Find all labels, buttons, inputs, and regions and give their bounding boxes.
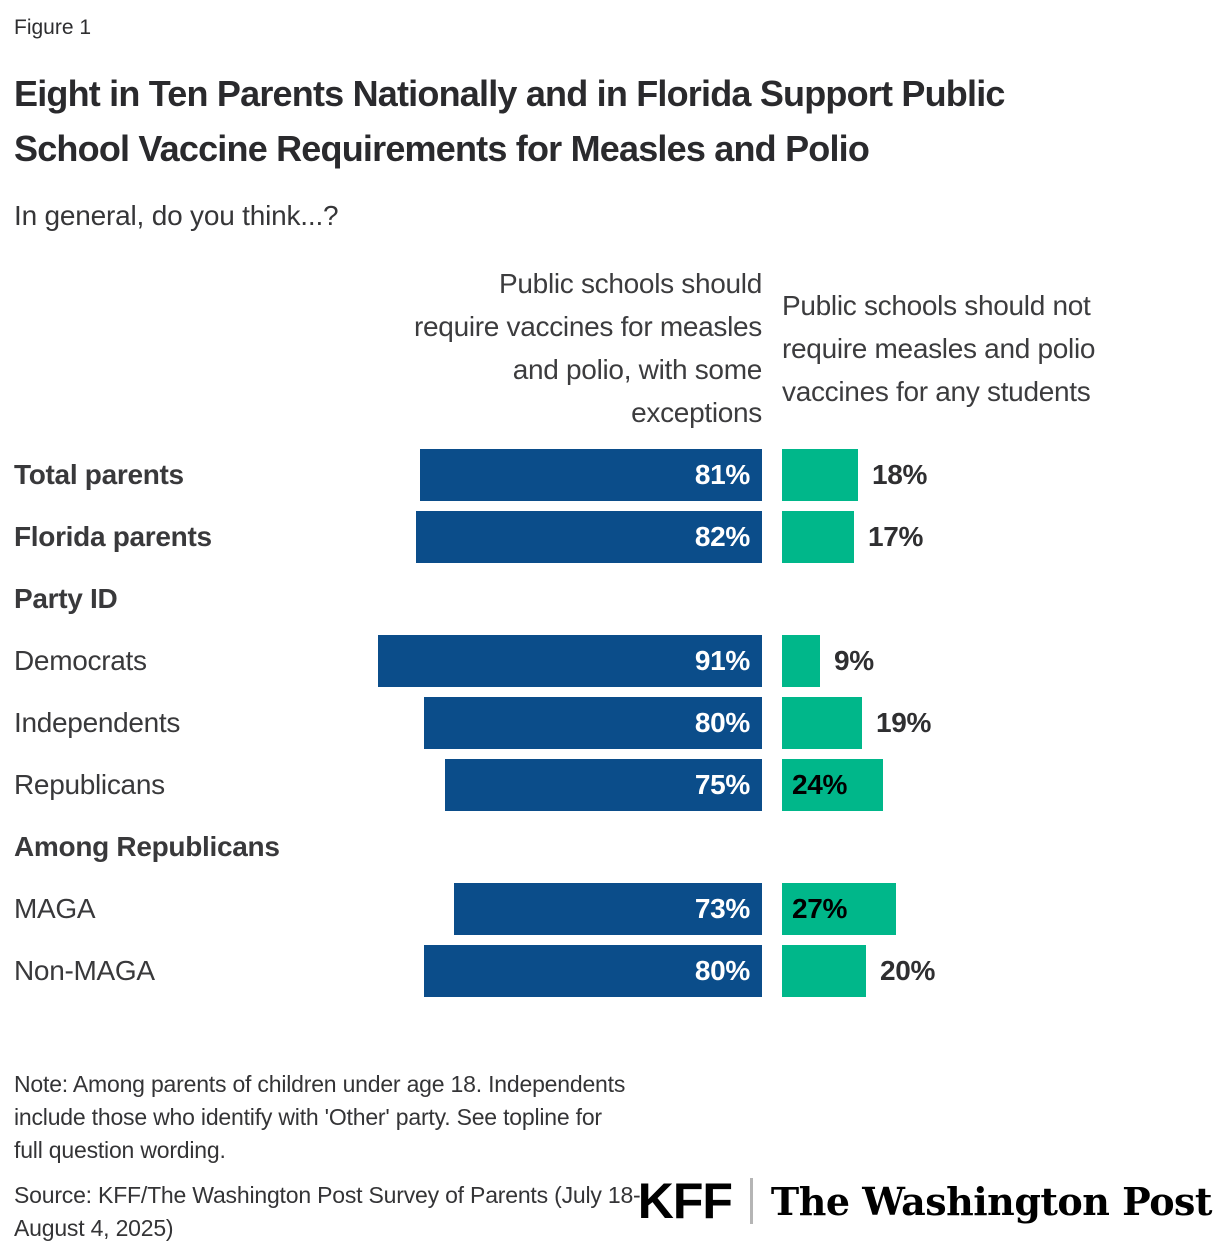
require-value-label: 81% bbox=[694, 459, 750, 490]
row-label: Non-MAGA bbox=[14, 955, 155, 986]
row-label: Florida parents bbox=[14, 521, 212, 552]
column-header-not-require: Public schools should not require measle… bbox=[782, 289, 1096, 407]
require-value-label: 73% bbox=[694, 893, 750, 924]
bar-row: Total parents 81% 18% bbox=[14, 444, 1220, 506]
require-bar: 80% bbox=[424, 945, 762, 997]
not-require-bar-track: 20% bbox=[782, 945, 1220, 997]
not-require-bar bbox=[782, 945, 866, 997]
require-bar-track: 73% bbox=[340, 883, 762, 935]
require-value-label: 80% bbox=[694, 707, 750, 738]
chart-title: Eight in Ten Parents Nationally and in F… bbox=[14, 73, 1005, 169]
not-require-value-label: 27% bbox=[792, 893, 848, 924]
not-require-bar-track: 24% bbox=[782, 759, 1220, 811]
bar-row: Non-MAGA 80% 20% bbox=[14, 940, 1220, 1002]
bar-row: Florida parents 82% 17% bbox=[14, 506, 1220, 568]
not-require-bar-track: 9% bbox=[782, 635, 1220, 687]
row-label: Independents bbox=[14, 707, 181, 738]
not-require-bar-track: 19% bbox=[782, 697, 1220, 749]
not-require-value-label: 19% bbox=[876, 707, 932, 738]
not-require-bar-track: 18% bbox=[782, 449, 1220, 501]
not-require-bar bbox=[782, 635, 820, 687]
washington-post-logo: The Washington Post bbox=[770, 1178, 1213, 1224]
section-header-label: Among Republicans bbox=[14, 831, 280, 862]
row-label: Total parents bbox=[14, 459, 184, 490]
require-bar: 82% bbox=[416, 511, 762, 563]
not-require-bar bbox=[782, 697, 862, 749]
require-bar: 75% bbox=[445, 759, 762, 811]
bar-row: Republicans 75% 24% bbox=[14, 754, 1220, 816]
chart-subtitle: In general, do you think...? bbox=[14, 200, 339, 231]
section-header-row: Party ID bbox=[14, 568, 1220, 630]
figure-label: Figure 1 bbox=[14, 16, 92, 39]
not-require-value-label: 24% bbox=[792, 769, 848, 800]
require-bar: 91% bbox=[378, 635, 762, 687]
note-text: Note: Among parents of children under ag… bbox=[14, 1071, 626, 1163]
require-bar-track: 80% bbox=[340, 697, 762, 749]
column-headers: Public schools should require vaccines f… bbox=[0, 262, 1220, 434]
column-header-require: Public schools should require vaccines f… bbox=[414, 268, 762, 428]
footer-logos: KFF The Washington Post bbox=[637, 1172, 1213, 1230]
bar-chart: Total parents 81% 18% Florida parents 82% 17%… bbox=[0, 444, 1220, 1002]
kff-logo: KFF bbox=[637, 1173, 733, 1229]
section-header-label: Party ID bbox=[14, 583, 118, 614]
row-label: MAGA bbox=[14, 893, 96, 924]
not-require-bar-track: 27% bbox=[782, 883, 1220, 935]
not-require-value-label: 17% bbox=[868, 521, 924, 552]
require-bar-track: 80% bbox=[340, 945, 762, 997]
require-value-label: 82% bbox=[694, 521, 750, 552]
require-bar: 73% bbox=[454, 883, 762, 935]
require-bar-track: 91% bbox=[340, 635, 762, 687]
not-require-bar bbox=[782, 449, 858, 501]
not-require-value-label: 18% bbox=[872, 459, 928, 490]
require-value-label: 80% bbox=[694, 955, 750, 986]
require-value-label: 91% bbox=[694, 645, 750, 676]
row-label: Republicans bbox=[14, 769, 165, 800]
not-require-bar: 27% bbox=[782, 883, 896, 935]
not-require-bar bbox=[782, 511, 854, 563]
section-header-row: Among Republicans bbox=[14, 816, 1220, 878]
bar-row: Independents 80% 19% bbox=[14, 692, 1220, 754]
not-require-bar: 24% bbox=[782, 759, 883, 811]
bar-row: Democrats 91% 9% bbox=[14, 630, 1220, 692]
require-bar: 81% bbox=[420, 449, 762, 501]
row-label: Democrats bbox=[14, 645, 147, 676]
require-bar: 80% bbox=[424, 697, 762, 749]
source-text: Source: KFF/The Washington Post Survey o… bbox=[14, 1182, 641, 1241]
logo-divider-line bbox=[749, 1178, 753, 1224]
bar-row: MAGA 73% 27% bbox=[14, 878, 1220, 940]
not-require-value-label: 20% bbox=[880, 955, 936, 986]
require-value-label: 75% bbox=[694, 769, 750, 800]
require-bar-track: 82% bbox=[340, 511, 762, 563]
require-bar-track: 75% bbox=[340, 759, 762, 811]
not-require-value-label: 9% bbox=[834, 645, 874, 676]
require-bar-track: 81% bbox=[340, 449, 762, 501]
not-require-bar-track: 17% bbox=[782, 511, 1220, 563]
